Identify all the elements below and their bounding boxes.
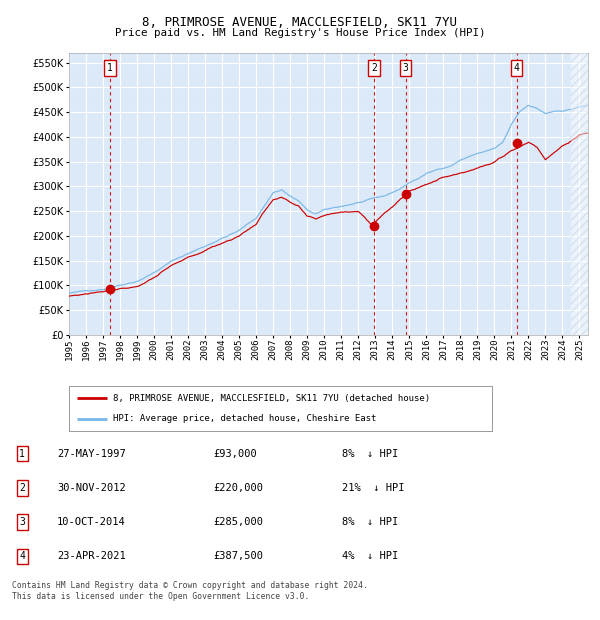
Text: This data is licensed under the Open Government Licence v3.0.: This data is licensed under the Open Gov…: [12, 592, 310, 601]
Text: 10-OCT-2014: 10-OCT-2014: [57, 517, 126, 527]
Text: 1: 1: [19, 449, 25, 459]
Text: 8%  ↓ HPI: 8% ↓ HPI: [342, 517, 398, 527]
Text: 30-NOV-2012: 30-NOV-2012: [57, 483, 126, 493]
Text: £387,500: £387,500: [213, 551, 263, 561]
Text: HPI: Average price, detached house, Cheshire East: HPI: Average price, detached house, Ches…: [113, 414, 377, 423]
Text: £285,000: £285,000: [213, 517, 263, 527]
Text: 2: 2: [19, 483, 25, 493]
Bar: [571, 53, 590, 335]
Text: Contains HM Land Registry data © Crown copyright and database right 2024.: Contains HM Land Registry data © Crown c…: [12, 581, 368, 590]
Text: Price paid vs. HM Land Registry's House Price Index (HPI): Price paid vs. HM Land Registry's House …: [115, 28, 485, 38]
Text: £220,000: £220,000: [213, 483, 263, 493]
Text: 4: 4: [514, 63, 520, 73]
Text: 27-MAY-1997: 27-MAY-1997: [57, 449, 126, 459]
Text: 2: 2: [371, 63, 377, 73]
Text: 21%  ↓ HPI: 21% ↓ HPI: [342, 483, 404, 493]
Text: 8, PRIMROSE AVENUE, MACCLESFIELD, SK11 7YU: 8, PRIMROSE AVENUE, MACCLESFIELD, SK11 7…: [143, 16, 458, 29]
Text: 23-APR-2021: 23-APR-2021: [57, 551, 126, 561]
Text: £93,000: £93,000: [213, 449, 257, 459]
Text: 8, PRIMROSE AVENUE, MACCLESFIELD, SK11 7YU (detached house): 8, PRIMROSE AVENUE, MACCLESFIELD, SK11 7…: [113, 394, 431, 403]
Text: 8%  ↓ HPI: 8% ↓ HPI: [342, 449, 398, 459]
Text: 4%  ↓ HPI: 4% ↓ HPI: [342, 551, 398, 561]
Text: 3: 3: [19, 517, 25, 527]
Text: 4: 4: [19, 551, 25, 561]
Text: 3: 3: [403, 63, 409, 73]
Text: 1: 1: [107, 63, 113, 73]
